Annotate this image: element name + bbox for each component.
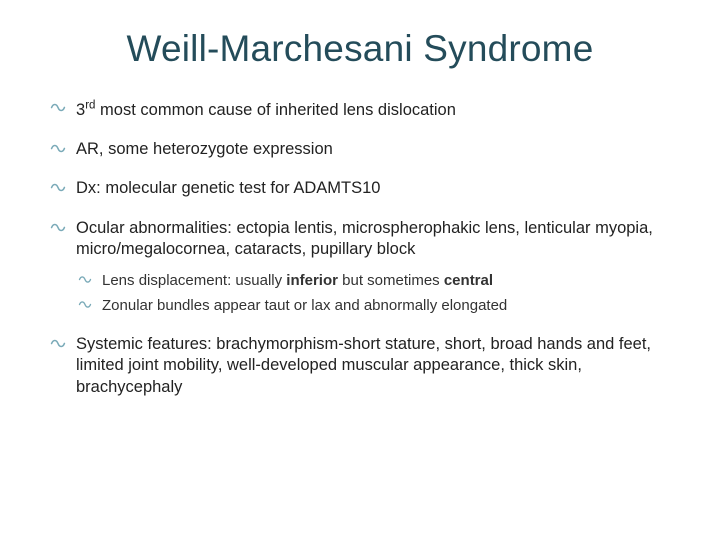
sub-bullet-item: Zonular bundles appear taut or lax and a…	[76, 296, 672, 316]
slide-title: Weill-Marchesani Syndrome	[48, 28, 672, 70]
ordinal-number: 3	[76, 101, 85, 119]
sub-bullet-list: Lens displacement: usually inferior but …	[76, 271, 672, 316]
sub-bullet-text: Lens displacement: usually inferior but …	[102, 272, 493, 289]
ordinal-suffix: rd	[85, 99, 95, 111]
bullet-item: 3rd most common cause of inherited lens …	[48, 98, 672, 121]
bullet-text: AR, some heterozygote expression	[76, 140, 333, 158]
sub-lead: Lens displacement: usually	[102, 272, 286, 289]
sub-bold: inferior	[286, 272, 338, 289]
bullet-list: 3rd most common cause of inherited lens …	[48, 98, 672, 398]
bullet-text: 3rd most common cause of inherited lens …	[76, 101, 456, 119]
bullet-text: Systemic features: brachymorphism-short …	[76, 335, 651, 396]
bullet-text: Ocular abnormalities: ectopia lentis, mi…	[76, 219, 653, 258]
sub-bullet-item: Lens displacement: usually inferior but …	[76, 271, 672, 291]
sub-bullet-text: Zonular bundles appear taut or lax and a…	[102, 297, 507, 314]
bullet-rest: most common cause of inherited lens disl…	[95, 101, 455, 119]
bullet-item: AR, some heterozygote expression	[48, 139, 672, 160]
bullet-text: Dx: molecular genetic test for ADAMTS10	[76, 179, 380, 197]
sub-bold: central	[444, 272, 493, 289]
slide: Weill-Marchesani Syndrome 3rd most commo…	[0, 0, 720, 540]
sub-mid: but sometimes	[338, 272, 444, 289]
bullet-item: Ocular abnormalities: ectopia lentis, mi…	[48, 218, 672, 316]
bullet-item: Dx: molecular genetic test for ADAMTS10	[48, 178, 672, 199]
bullet-item: Systemic features: brachymorphism-short …	[48, 334, 672, 398]
